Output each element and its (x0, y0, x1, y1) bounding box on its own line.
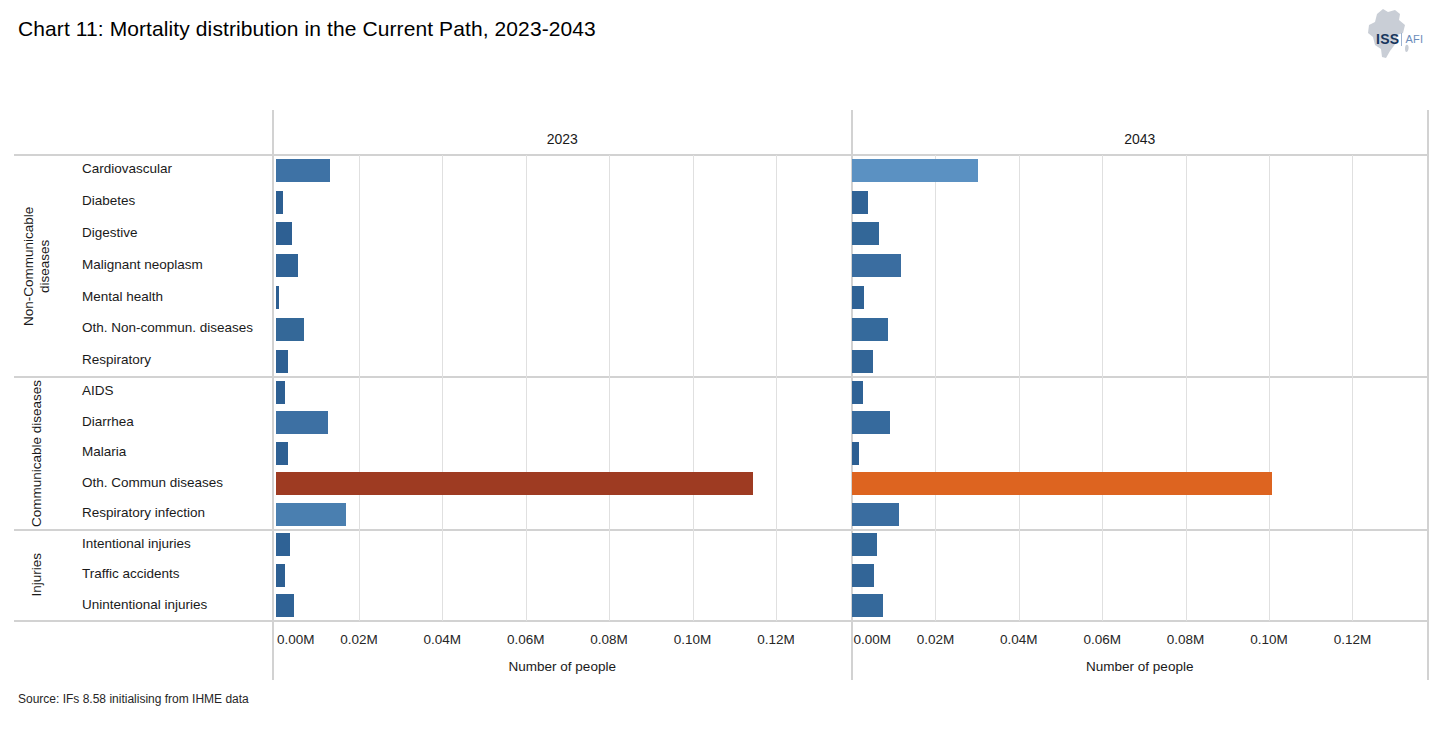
bar-respiratory-2043 (852, 350, 873, 373)
category-label: Mental health (82, 289, 163, 304)
category-label: Diabetes (82, 193, 135, 208)
x-axis-tick-label: 0.02M (917, 632, 955, 647)
x-axis-tick-label: 0.04M (424, 632, 462, 647)
category-label: Malignant neoplasm (82, 257, 203, 272)
bar-mental-health-2043 (852, 286, 864, 309)
bar-traffic-accidents-2043 (852, 564, 874, 587)
x-axis-tick-label: 0.08M (1167, 632, 1205, 647)
x-axis-tick-label: 0.00M (277, 632, 315, 647)
bar-respiratory-infection-2023 (276, 503, 347, 526)
bar-intentional-injuries-2023 (276, 533, 290, 556)
bar-respiratory-infection-2043 (852, 503, 899, 526)
bar-aids-2043 (852, 381, 863, 404)
gridline (693, 155, 694, 622)
page: Chart 11: Mortality distribution in the … (0, 0, 1443, 729)
gridline (526, 155, 527, 622)
gridline (1019, 155, 1020, 622)
bar-oth-commun-diseases-2043 (852, 472, 1272, 495)
panel-border-vertical (1427, 110, 1429, 680)
group-label-text: Non-Communicable diseases (21, 192, 52, 340)
category-label: Oth. Commun diseases (82, 475, 223, 490)
gridline (442, 155, 443, 622)
bar-traffic-accidents-2023 (276, 564, 285, 587)
category-label: Diarrhea (82, 414, 134, 429)
x-axis-tick-label: 0.12M (757, 632, 795, 647)
x-axis-tick-label: 0.08M (590, 632, 628, 647)
gridline (776, 155, 777, 622)
x-axis-tick-label: 0.12M (1334, 632, 1372, 647)
category-label: Unintentional injuries (82, 597, 207, 612)
panel-year-label: 2043 (1124, 131, 1155, 147)
group-separator-line (14, 620, 1428, 622)
bar-unintentional-injuries-2023 (276, 594, 294, 617)
category-label: Intentional injuries (82, 536, 191, 551)
category-label: AIDS (82, 383, 114, 398)
panel-year-label: 2023 (547, 131, 578, 147)
category-label: Respiratory infection (82, 505, 205, 520)
group-label-text: Communicable diseases (29, 380, 45, 527)
gridline (1186, 155, 1187, 622)
group-separator-line (14, 529, 1428, 531)
bar-cardiovascular-2043 (852, 159, 978, 182)
gridline (609, 155, 610, 622)
x-axis-tick-label: 0.00M (854, 632, 892, 647)
category-label: Malaria (82, 444, 126, 459)
x-axis-tick-label: 0.10M (1250, 632, 1288, 647)
bar-diarrhea-2043 (852, 411, 890, 434)
x-axis-title: Number of people (1086, 659, 1193, 674)
x-axis-tick-label: 0.10M (674, 632, 712, 647)
x-axis-tick-label: 0.02M (340, 632, 378, 647)
group-separator-line (14, 376, 1428, 378)
bar-digestive-2043 (852, 222, 879, 245)
category-label: Digestive (82, 225, 138, 240)
bar-malaria-2023 (276, 442, 289, 465)
group-label-text: Injuries (29, 553, 45, 597)
bar-cardiovascular-2023 (276, 159, 330, 182)
bar-digestive-2023 (276, 222, 293, 245)
gridline (1102, 155, 1103, 622)
source-note: Source: IFs 8.58 initialising from IHME … (18, 692, 249, 706)
bar-diarrhea-2023 (276, 411, 329, 434)
group-label: Communicable diseases (14, 377, 60, 530)
category-label: Respiratory (82, 352, 151, 367)
bar-unintentional-injuries-2043 (852, 594, 883, 617)
bar-malignant-neoplasm-2023 (276, 254, 299, 277)
bar-oth-non-commun-diseases-2023 (276, 318, 304, 341)
gridline (1352, 155, 1353, 622)
panel-border-vertical (272, 110, 274, 680)
gridline (359, 155, 360, 622)
bar-mental-health-2023 (276, 286, 280, 309)
bar-malaria-2043 (852, 442, 859, 465)
group-label: Non-Communicable diseases (14, 155, 60, 378)
group-separator-line (14, 154, 1428, 156)
gridline (1269, 155, 1270, 622)
category-label: Cardiovascular (82, 161, 172, 176)
bar-diabetes-2023 (276, 191, 283, 214)
bar-intentional-injuries-2043 (852, 533, 877, 556)
bar-oth-commun-diseases-2023 (276, 472, 754, 495)
chart-area: 2023 0.00M 0.02M 0.04M 0.06M 0.08M 0.10M 0.12M N… (0, 0, 1443, 729)
group-label: Injuries (14, 530, 60, 622)
x-axis-tick-label: 0.06M (1083, 632, 1121, 647)
x-axis-tick-label: 0.06M (507, 632, 545, 647)
category-label: Traffic accidents (82, 566, 180, 581)
bar-malignant-neoplasm-2043 (852, 254, 901, 277)
gridline (935, 155, 936, 622)
x-axis-tick-label: 0.04M (1000, 632, 1038, 647)
x-axis-title: Number of people (509, 659, 616, 674)
bar-respiratory-2023 (276, 350, 289, 373)
category-label: Oth. Non-commun. diseases (82, 320, 253, 335)
bar-diabetes-2043 (852, 191, 868, 214)
bar-aids-2023 (276, 381, 286, 404)
bar-oth-non-commun-diseases-2043 (852, 318, 888, 341)
